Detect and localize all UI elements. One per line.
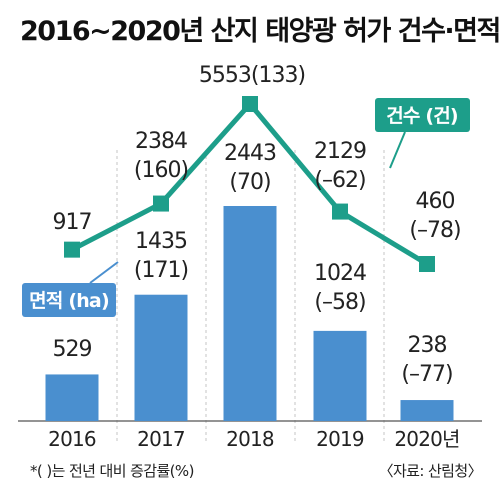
line-change-2020년: (–78) xyxy=(409,218,460,243)
legend-bar-pointer xyxy=(89,261,119,284)
source: 〈자료: 산림청〉 xyxy=(379,462,482,480)
line-point-2020년 xyxy=(419,256,435,272)
line-series xyxy=(64,96,435,284)
legend-bar-label: 면적 (ha) xyxy=(29,290,109,312)
bar-value-2019: 1024 xyxy=(314,261,366,286)
legend-line-pointer xyxy=(389,131,406,169)
line-value-2017: 2384 xyxy=(135,129,187,154)
line-change-2019: (–62) xyxy=(314,168,365,193)
line-point-2018 xyxy=(242,96,258,112)
line-point-2019 xyxy=(332,203,348,220)
bar-2018 xyxy=(223,206,277,421)
bar-change-2020년: (–77) xyxy=(401,362,452,387)
x-axis: 2016 2017 2018 2019 2020년 xyxy=(48,427,460,451)
bar-value-2018: 2443 xyxy=(224,141,276,166)
bar-2016 xyxy=(45,374,99,421)
bar-value-2016: 529 xyxy=(53,337,92,362)
bar-change-2019: (–58) xyxy=(314,290,365,315)
line-value-2018: 5553(133) xyxy=(199,63,305,88)
footnote: *( )는 전년 대비 증감률(%) xyxy=(30,462,194,480)
bar-2019 xyxy=(313,330,367,421)
line-value-2020년: 460 xyxy=(416,189,455,214)
data-labels: 529 1435 (171) 2443 (70) 1024 (–58) 238 (–77) 917… xyxy=(53,63,462,387)
legend-bar: 면적 (ha) xyxy=(22,283,116,317)
bar-change-2017: (171) xyxy=(134,258,188,283)
line-value-2016: 917 xyxy=(53,210,92,235)
x-tick-2020년: 2020년 xyxy=(394,427,459,451)
line-point-2016 xyxy=(64,241,80,258)
line-change-2017: (160) xyxy=(134,158,188,183)
legend-line-label: 건수 (건) xyxy=(386,105,458,127)
x-tick-2016: 2016 xyxy=(48,427,96,451)
line-point-2017 xyxy=(153,195,169,212)
x-tick-2017: 2017 xyxy=(137,427,185,451)
x-tick-2019: 2019 xyxy=(316,427,364,451)
bar-2020년 xyxy=(400,400,454,421)
bars xyxy=(45,206,454,421)
bar-value-2020년: 238 xyxy=(408,333,447,358)
line-value-2019: 2129 xyxy=(314,139,366,164)
bar-2017 xyxy=(134,294,188,421)
bar-value-2017: 1435 xyxy=(135,229,187,254)
legend-line: 건수 (건) xyxy=(375,98,470,132)
bar-change-2018: (70) xyxy=(229,170,270,195)
x-tick-2018: 2018 xyxy=(226,427,274,451)
chart-title: 2016~2020년 산지 태양광 허가 건수·면적 xyxy=(20,16,500,47)
